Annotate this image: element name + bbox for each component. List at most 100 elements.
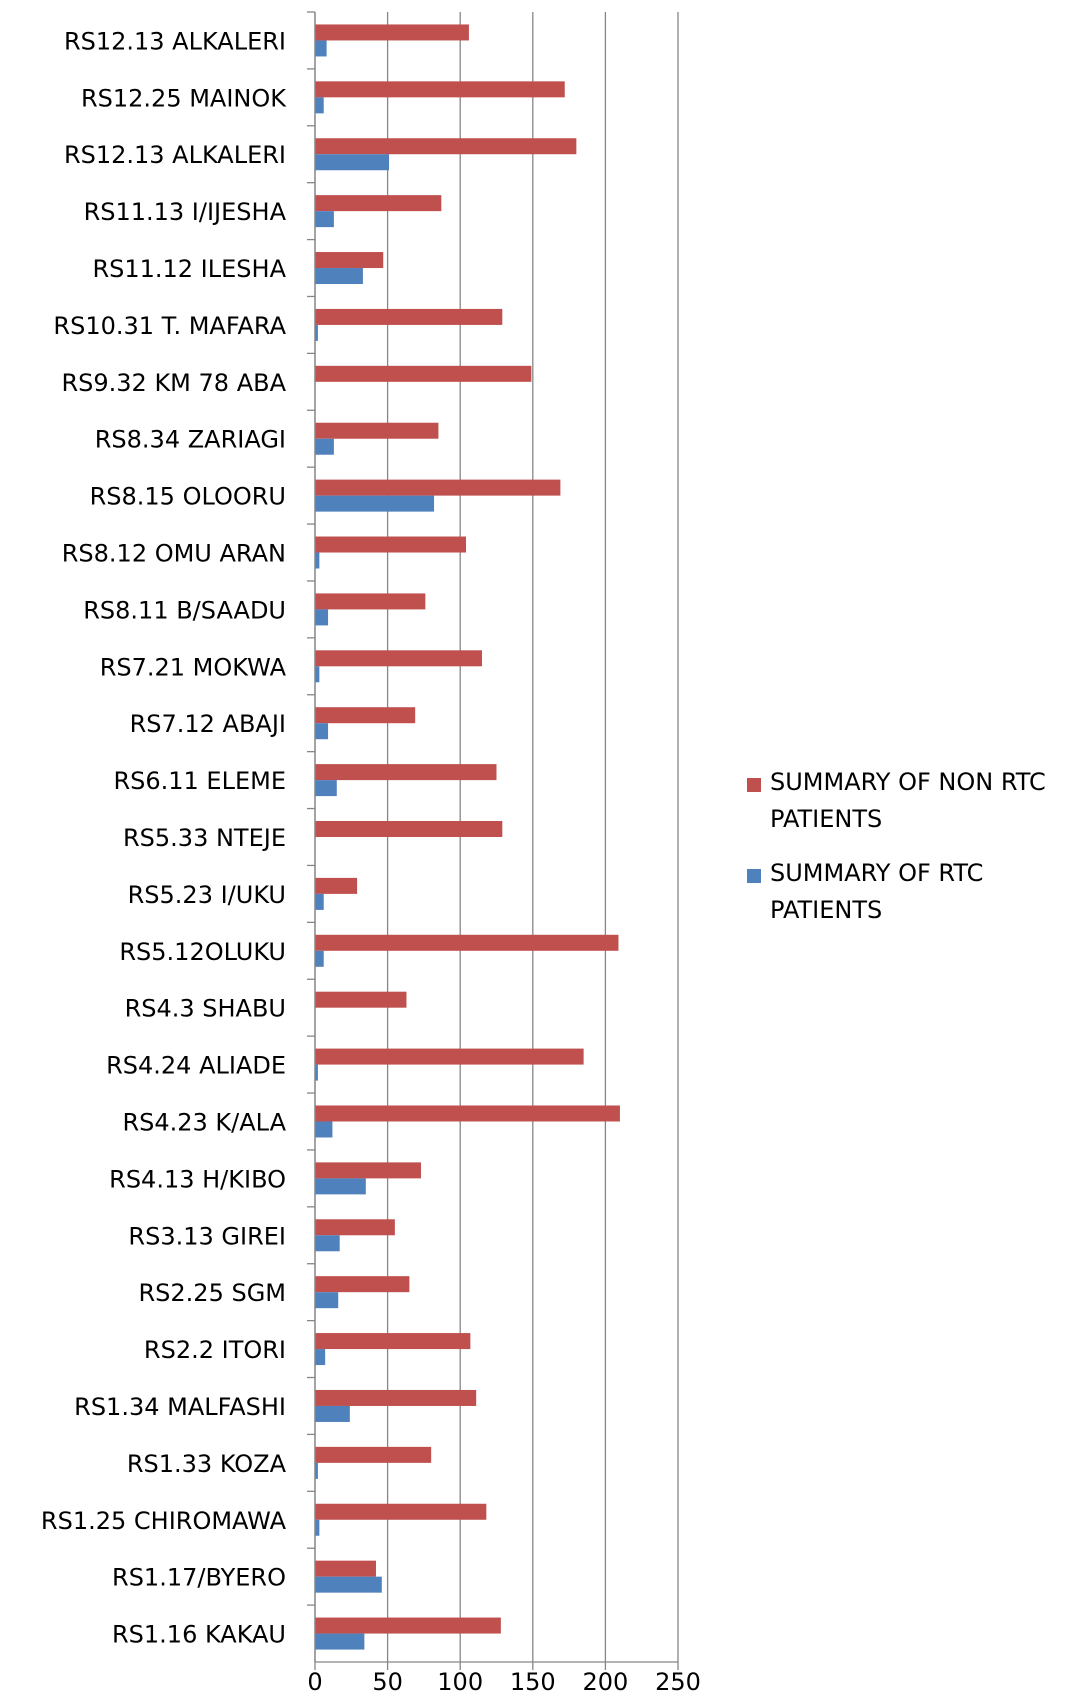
category-label: RS2.2 ITORI bbox=[144, 1336, 286, 1364]
category-label: RS7.21 MOKWA bbox=[100, 653, 287, 681]
category-label: RS8.15 OLOORU bbox=[90, 483, 286, 511]
category-label: RS1.25 CHIROMAWA bbox=[41, 1507, 287, 1535]
x-tick-label: 50 bbox=[372, 1668, 403, 1696]
category-label: RS11.12 ILESHA bbox=[92, 255, 286, 283]
bar-non-rtc bbox=[315, 877, 358, 894]
bar-non-rtc bbox=[315, 1617, 501, 1634]
x-tick-label: 250 bbox=[655, 1668, 701, 1696]
bar-non-rtc bbox=[315, 1333, 471, 1350]
bar-non-rtc bbox=[315, 1446, 432, 1463]
bar-non-rtc bbox=[315, 593, 426, 610]
category-label: RS4.3 SHABU bbox=[125, 995, 286, 1023]
bar-rtc bbox=[315, 666, 320, 683]
bar-non-rtc bbox=[315, 1162, 421, 1179]
category-label: RS6.11 ELEME bbox=[113, 767, 286, 795]
bar-non-rtc bbox=[315, 1560, 376, 1577]
bar-rtc bbox=[315, 324, 318, 341]
category-label: RS1.16 KAKAU bbox=[112, 1621, 286, 1649]
bar-rtc bbox=[315, 1235, 340, 1252]
bar-rtc bbox=[315, 1349, 326, 1366]
bar-rtc bbox=[315, 723, 329, 740]
category-label: RS11.13 I/IJESHA bbox=[84, 198, 287, 226]
category-label: RS8.11 B/SAADU bbox=[83, 596, 286, 624]
category-label: RS5.33 NTEJE bbox=[123, 824, 286, 852]
bar-non-rtc bbox=[315, 1503, 487, 1520]
bar-rtc bbox=[315, 1633, 365, 1650]
bar-rtc bbox=[315, 40, 327, 57]
category-label: RS1.34 MALFASHI bbox=[74, 1393, 286, 1421]
axis-layer bbox=[307, 11, 679, 1670]
bar-rtc bbox=[315, 1121, 333, 1138]
category-label: RS4.13 H/KIBO bbox=[109, 1165, 286, 1193]
bar-non-rtc bbox=[315, 1389, 477, 1406]
bar-non-rtc bbox=[315, 1219, 395, 1236]
bar-non-rtc bbox=[315, 479, 561, 496]
bars-layer bbox=[315, 24, 620, 1650]
labels-layer: 0 50 100 150 200 250 RS12.13 ALKALERI RS12.25 M… bbox=[41, 27, 701, 1696]
category-label: RS10.31 T. MAFARA bbox=[53, 312, 286, 340]
x-tick-label: 0 bbox=[307, 1668, 322, 1696]
bar-non-rtc bbox=[315, 650, 482, 667]
bar-non-rtc bbox=[315, 195, 442, 212]
bar-rtc bbox=[315, 1405, 350, 1422]
legend-layer: SUMMARY OF NON RTC PATIENTS SUMMARY OF RTC… bbox=[747, 768, 1046, 924]
category-label: RS1.33 KOZA bbox=[127, 1450, 287, 1478]
category-label: RS12.25 MAINOK bbox=[81, 84, 287, 112]
bar-rtc bbox=[315, 1462, 318, 1479]
category-label: RS3.13 GIREI bbox=[128, 1222, 286, 1250]
bar-non-rtc bbox=[315, 422, 439, 439]
bar-non-rtc bbox=[315, 934, 619, 951]
bar-non-rtc bbox=[315, 138, 577, 155]
bar-non-rtc bbox=[315, 991, 407, 1008]
bar-rtc bbox=[315, 495, 435, 512]
bar-non-rtc bbox=[315, 1276, 410, 1293]
bar-non-rtc bbox=[315, 252, 384, 269]
legend-swatch bbox=[747, 778, 761, 792]
bar-rtc bbox=[315, 950, 324, 967]
bar-non-rtc bbox=[315, 365, 532, 382]
bar-non-rtc bbox=[315, 308, 503, 325]
bar-non-rtc bbox=[315, 1105, 620, 1122]
bar-non-rtc bbox=[315, 536, 467, 553]
bar-rtc bbox=[315, 1519, 320, 1536]
category-label: RS9.32 KM 78 ABA bbox=[61, 369, 286, 397]
category-label: RS12.13 ALKALERI bbox=[64, 27, 286, 55]
x-tick-label: 100 bbox=[437, 1668, 483, 1696]
bar-rtc bbox=[315, 552, 320, 569]
bar-rtc bbox=[315, 211, 334, 228]
bar-non-rtc bbox=[315, 81, 565, 98]
category-label: RS8.12 OMU ARAN bbox=[62, 540, 286, 568]
category-label: RS4.23 K/ALA bbox=[122, 1108, 286, 1136]
category-label: RS7.12 ABAJI bbox=[130, 710, 286, 738]
bar-non-rtc bbox=[315, 764, 497, 781]
bar-rtc bbox=[315, 609, 329, 626]
x-tick-label: 200 bbox=[582, 1668, 628, 1696]
bar-rtc bbox=[315, 438, 334, 455]
legend-label: SUMMARY OF RTC PATIENTS bbox=[770, 859, 983, 924]
x-tick-label: 150 bbox=[510, 1668, 556, 1696]
category-label: RS1.17/BYERO bbox=[112, 1564, 286, 1592]
bar-non-rtc bbox=[315, 24, 469, 41]
bar-rtc bbox=[315, 1576, 382, 1593]
bar-rtc bbox=[315, 780, 337, 797]
bar-rtc bbox=[315, 1292, 339, 1309]
category-label: RS5.12OLUKU bbox=[119, 938, 286, 966]
bar-rtc bbox=[315, 1064, 318, 1081]
bar-rtc bbox=[315, 268, 363, 285]
bar-non-rtc bbox=[315, 707, 416, 724]
bar-non-rtc bbox=[315, 1048, 584, 1065]
category-label: RS12.13 ALKALERI bbox=[64, 141, 286, 169]
legend-label: SUMMARY OF NON RTC PATIENTS bbox=[770, 768, 1046, 833]
bar-rtc bbox=[315, 97, 324, 114]
bar-rtc bbox=[315, 1178, 366, 1195]
category-label: RS8.34 ZARIAGI bbox=[95, 426, 286, 454]
category-label: RS4.24 ALIADE bbox=[106, 1052, 286, 1080]
legend-swatch bbox=[747, 869, 761, 883]
category-label: RS5.23 I/UKU bbox=[128, 881, 286, 909]
category-label: RS2.25 SGM bbox=[138, 1279, 286, 1307]
bar-rtc bbox=[315, 893, 324, 910]
bar-non-rtc bbox=[315, 821, 503, 837]
bar-rtc bbox=[315, 154, 390, 171]
